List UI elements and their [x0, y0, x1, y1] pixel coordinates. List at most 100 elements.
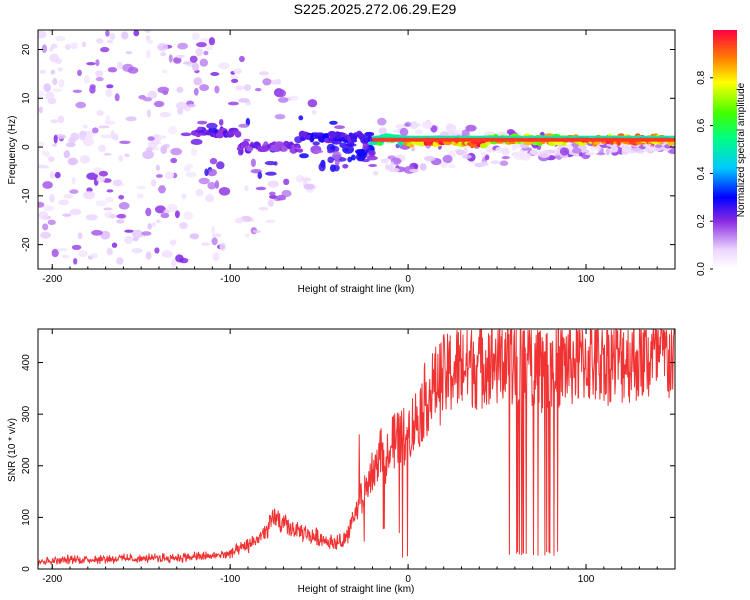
- spectrogram-blob: [176, 101, 188, 110]
- spectrogram-blob: [40, 231, 52, 239]
- spectrogram-ridge-mark: [246, 146, 254, 152]
- spectrogram-blob: [421, 120, 433, 129]
- spectrogram-blob: [132, 229, 143, 239]
- spectrogram-blob: [197, 120, 208, 125]
- spectrogram-blob: [265, 219, 276, 223]
- spectrogram-blob: [73, 258, 78, 265]
- colorbar-gradient: [713, 30, 737, 269]
- spectrogram-blob: [181, 193, 187, 200]
- spectrogram-blob: [39, 69, 46, 74]
- spectrogram-blob: [189, 233, 200, 240]
- spectrogram-blob: [182, 61, 191, 65]
- spectrogram-blob: [116, 219, 125, 224]
- spectrogram-blob: [105, 196, 114, 203]
- spectrogram-blob: [180, 132, 192, 137]
- y-tick-label: 0: [21, 566, 32, 572]
- spectrogram-blob: [192, 62, 199, 72]
- spectrogram-blob: [95, 77, 104, 82]
- spectrogram-blob: [106, 247, 113, 256]
- spectrogram-blob: [89, 84, 96, 90]
- spectrogram-blob: [445, 124, 457, 132]
- spectrogram-blob: [208, 37, 215, 46]
- spectrogram-blob: [147, 39, 154, 44]
- spectrogram-blob: [160, 51, 167, 57]
- spectrogram-blob: [90, 253, 98, 259]
- colorbar-tick-label: 0.2: [696, 214, 707, 228]
- spectrogram-blob: [648, 146, 655, 152]
- spectrogram-blob: [70, 42, 78, 50]
- spectrogram-blob: [91, 229, 103, 236]
- spectrogram-blob: [231, 78, 239, 83]
- spectrogram-ridge-mark: [327, 130, 337, 137]
- spectrogram-blob: [158, 185, 166, 194]
- spectrogram-blob: [57, 67, 64, 72]
- spectrogram-blob: [131, 248, 143, 254]
- spectrogram-blob: [71, 244, 82, 250]
- spectrogram-blob: [164, 171, 175, 180]
- spectrogram-y-label: Frequency (Hz): [7, 116, 18, 185]
- spectrogram-blob: [105, 88, 113, 98]
- spectrogram-ridge-mark: [234, 130, 242, 138]
- x-tick-label: -200: [42, 574, 62, 585]
- spectrogram-blob: [412, 122, 421, 127]
- spectrogram-blob: [185, 171, 197, 178]
- snr-panel: -200 -100 0 100 0 100 200 300 400 Height of str…: [7, 328, 676, 595]
- spectrogram-blob: [160, 212, 170, 219]
- spectrogram-blob: [85, 214, 98, 221]
- spectrogram-blob: [95, 38, 104, 44]
- spectrogram-blob: [70, 132, 80, 141]
- spectrogram-blob: [137, 193, 144, 199]
- spectrogram-blob: [211, 233, 222, 238]
- spectrogram-blob: [147, 90, 158, 100]
- spectrogram-blob: [274, 114, 286, 120]
- spectrogram-blob: [79, 155, 91, 164]
- spectrogram-blob: [211, 226, 216, 235]
- spectrogram-blob: [299, 153, 309, 159]
- x-tick-label: 100: [578, 274, 595, 285]
- spectrogram-blob: [332, 151, 342, 161]
- spectrogram-frame: [37, 29, 676, 270]
- spectrogram-blob: [116, 213, 127, 219]
- spectrogram-blob: [38, 90, 45, 98]
- spectrogram-blob: [119, 140, 131, 144]
- spectrogram-blob: [347, 156, 353, 163]
- spectrogram-blob: [65, 142, 76, 148]
- spectrogram-blob: [155, 164, 160, 171]
- spectrogram-blob: [269, 79, 281, 84]
- spectrogram-blob: [244, 185, 249, 192]
- spectrogram-blob: [154, 247, 160, 254]
- x-tick-label: 100: [578, 574, 595, 585]
- spectrogram-blob: [79, 132, 86, 141]
- spectrogram-blob: [53, 134, 58, 144]
- spectrogram-blob: [158, 135, 167, 139]
- spectrogram-blob: [113, 133, 119, 141]
- spectrogram-blob: [377, 117, 387, 126]
- spectrogram-blob: [187, 104, 196, 108]
- spectrogram-blob: [610, 145, 619, 153]
- spectrogram-blob: [578, 151, 583, 157]
- spectrogram-blob: [83, 74, 91, 84]
- spectrogram-blob: [264, 161, 277, 166]
- spectrogram-blob: [196, 42, 207, 48]
- spectrogram-blob: [162, 69, 168, 74]
- spectrogram-blob: [136, 185, 147, 190]
- spectrogram-blob: [175, 254, 184, 263]
- spectrogram-blob: [312, 141, 320, 146]
- spectrogram-blob: [199, 58, 208, 67]
- spectrogram-blob: [52, 77, 58, 86]
- spectrogram-blob: [38, 141, 45, 147]
- spectrogram-blob: [100, 134, 112, 139]
- y-tick-label: -20: [21, 237, 32, 252]
- spectrogram-blob: [399, 127, 409, 137]
- spectrogram-blob: [307, 99, 318, 108]
- spectrogram-blob: [252, 229, 261, 233]
- spectrogram-blob: [69, 189, 79, 194]
- spectrogram-blob: [54, 171, 61, 179]
- spectrogram-blob: [58, 199, 70, 206]
- colorbar-label: Normalized spectral amplitude: [736, 82, 747, 217]
- spectrogram-blob: [250, 158, 256, 167]
- spectrogram-blob: [47, 219, 56, 225]
- x-tick-label: -200: [42, 274, 62, 285]
- spectrogram-blob: [50, 69, 56, 75]
- spectrogram-blob: [195, 189, 204, 197]
